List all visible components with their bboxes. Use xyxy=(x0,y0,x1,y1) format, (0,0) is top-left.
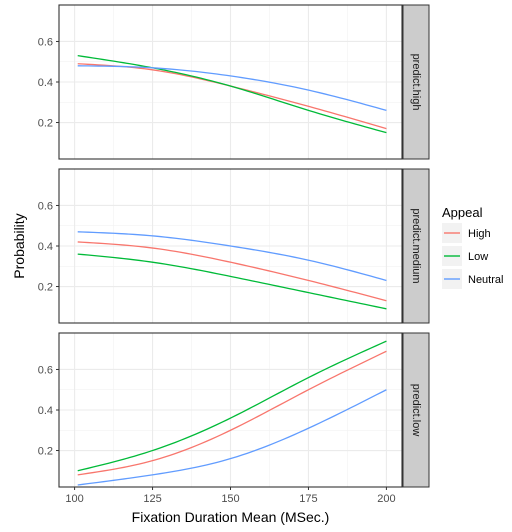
series-line-low xyxy=(77,340,387,472)
series-line-neutral xyxy=(77,389,387,486)
panel-predict-high: 0.2 0.4 0.6 predict.high xyxy=(38,4,430,160)
x-tick-label: 175 xyxy=(299,493,317,505)
y-tick-label: 0.6 xyxy=(38,364,53,376)
x-axis: 100 125 150 175 200 xyxy=(65,487,396,505)
facet-strip xyxy=(402,4,430,160)
series-line-low xyxy=(77,253,387,310)
x-tick-label: 200 xyxy=(377,493,395,505)
facet-strip-label: predict.medium xyxy=(410,208,422,283)
y-tick-label: 0.2 xyxy=(38,446,53,458)
legend-label-neutral: Neutral xyxy=(468,274,503,286)
panel-border xyxy=(58,4,403,160)
series-line-neutral xyxy=(77,231,387,282)
facet-strip-label: predict.low xyxy=(410,384,422,437)
y-tick-label: 0.2 xyxy=(38,282,53,294)
legend-label-high: High xyxy=(468,228,491,240)
series-line-low xyxy=(77,55,387,134)
series-line-high xyxy=(77,350,387,476)
panel-border xyxy=(58,168,403,324)
y-tick-label: 0.2 xyxy=(38,118,53,130)
x-tick-label: 125 xyxy=(143,493,161,505)
y-tick-label: 0.6 xyxy=(38,36,53,48)
panel-predict-medium: 0.2 0.4 0.6 predict.medium xyxy=(38,168,430,324)
facet-strip xyxy=(402,168,430,324)
y-axis-title: Probability xyxy=(11,213,27,278)
legend-title: Appeal xyxy=(442,205,483,220)
facet-strip xyxy=(402,332,430,488)
chart-panels: 0.2 0.4 0.6 predict.high 0.2 0.4 0.6 predict.me… xyxy=(38,4,430,488)
y-tick-label: 0.4 xyxy=(38,405,53,417)
panel-predict-low: 0.2 0.4 0.6 predict.low xyxy=(38,332,430,488)
x-axis-title: Fixation Duration Mean (MSec.) xyxy=(132,509,330,525)
x-tick-label: 100 xyxy=(65,493,83,505)
y-tick-label: 0.4 xyxy=(38,77,53,89)
legend: Appeal High Low Neutral xyxy=(442,205,503,289)
series-line-neutral xyxy=(77,65,387,111)
y-tick-label: 0.6 xyxy=(38,200,53,212)
facet-strip-label: predict.high xyxy=(410,54,422,111)
legend-label-low: Low xyxy=(468,251,488,263)
y-tick-label: 0.4 xyxy=(38,241,53,253)
x-tick-label: 150 xyxy=(221,493,239,505)
series-line-high xyxy=(77,241,387,302)
